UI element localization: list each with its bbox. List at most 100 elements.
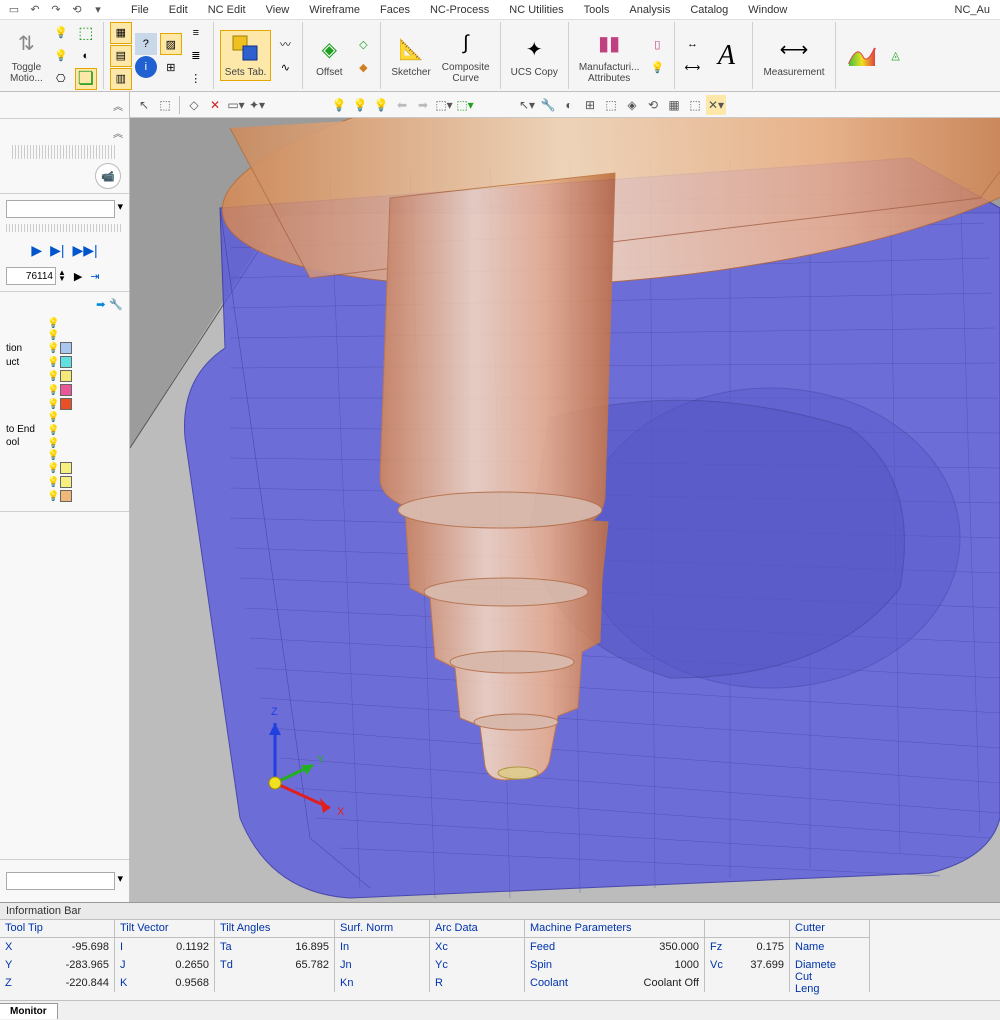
layer-item[interactable]: 💡	[6, 449, 123, 461]
bulb-on-icon[interactable]: 💡	[329, 95, 349, 115]
cube-vp-icon[interactable]: ⬚	[155, 95, 175, 115]
vp-t2-icon[interactable]: ◐	[559, 95, 579, 115]
menu-faces[interactable]: Faces	[371, 2, 419, 18]
dim1-icon[interactable]: ↔	[681, 33, 703, 55]
layer2-icon[interactable]: ≣	[185, 45, 207, 67]
cube-green-icon[interactable]: ❏	[75, 68, 97, 90]
filter4-icon[interactable]: ✦▾	[247, 95, 267, 115]
layer-item[interactable]: to End💡	[6, 423, 123, 436]
viewport-3d[interactable]: ↖ ⬚ ◇ ✕ ▭▾ ✦▾ 💡 💡 💡 ⬅ ➡ ⬚▾ ⬚▾ ↖▾ 🔧 ◐ ⊞ ⬚…	[130, 92, 1000, 902]
shade-icon[interactable]: ▨	[160, 33, 182, 55]
stepper-icon[interactable]: ▲▼	[58, 270, 66, 283]
menu-file[interactable]: File	[122, 2, 158, 18]
color-swatch[interactable]	[60, 370, 72, 382]
panel-collapse-2[interactable]: ︽	[4, 123, 125, 141]
layer1-icon[interactable]: ≡	[185, 22, 207, 44]
cursor-icon[interactable]: ↖	[134, 95, 154, 115]
grid2-icon[interactable]: ▤	[110, 45, 132, 67]
menu-edit[interactable]: Edit	[160, 2, 197, 18]
bulb-icon[interactable]: 💡	[47, 425, 57, 435]
filter3-icon[interactable]: ▭▾	[226, 95, 246, 115]
info-icon[interactable]: i	[135, 56, 157, 78]
menu-view[interactable]: View	[257, 2, 299, 18]
layer3-icon[interactable]: ⋮	[185, 68, 207, 90]
pin-icon[interactable]: ⇥	[90, 270, 99, 283]
layer-item[interactable]: 💡	[6, 369, 123, 383]
counter-input[interactable]	[6, 267, 56, 285]
grid1-icon[interactable]: ▦	[110, 22, 132, 44]
slider-2[interactable]	[6, 224, 123, 232]
step-button[interactable]: ▶|	[50, 242, 64, 259]
menu-nc-edit[interactable]: NC Edit	[199, 2, 255, 18]
composite-button[interactable]: ∫ Composite Curve	[438, 26, 494, 86]
select-icon[interactable]: ↖▾	[517, 95, 537, 115]
play-button[interactable]: ▶	[31, 242, 42, 259]
sets-tab-button[interactable]: Sets Tab.	[220, 30, 272, 81]
qat-redo-icon[interactable]: ↷	[47, 1, 65, 19]
vp-t9-icon[interactable]: ✕▾	[706, 95, 726, 115]
vp-t4-icon[interactable]: ⬚	[601, 95, 621, 115]
layer-item[interactable]: 💡	[6, 461, 123, 475]
mfg-attr-button[interactable]: ▮▮ Manufacturi... Attributes	[575, 26, 644, 86]
layer-item[interactable]: 💡	[6, 383, 123, 397]
arrow-l-icon[interactable]: ⬅	[392, 95, 412, 115]
curve1-icon[interactable]: 〰	[274, 33, 296, 55]
vp-t7-icon[interactable]: ▦	[664, 95, 684, 115]
qat-refresh-icon[interactable]: ⟲	[68, 1, 86, 19]
menu-analysis[interactable]: Analysis	[620, 2, 679, 18]
bulb-icon[interactable]: 💡	[47, 438, 57, 448]
bulb2-icon[interactable]: 💡	[50, 45, 72, 67]
offset-button[interactable]: ◈ Offset	[309, 31, 349, 80]
color-swatch[interactable]	[60, 342, 72, 354]
qat-undo-icon[interactable]: ↶	[26, 1, 44, 19]
color-swatch[interactable]	[60, 462, 72, 474]
bulb-icon[interactable]: 💡	[47, 399, 57, 409]
menu-tools[interactable]: Tools	[575, 2, 619, 18]
surf1-icon[interactable]: ◇	[352, 33, 374, 55]
vp-t5-icon[interactable]: ◈	[622, 95, 642, 115]
vp-t6-icon[interactable]: ⟲	[643, 95, 663, 115]
filter1-icon[interactable]: ◇	[184, 95, 204, 115]
qat-dropdown-icon[interactable]: ▾	[89, 1, 107, 19]
menu-catalog[interactable]: Catalog	[681, 2, 737, 18]
bulb-icon[interactable]: 💡	[47, 330, 57, 340]
wire2-icon[interactable]: ⊞	[160, 56, 182, 78]
surf2-icon[interactable]: ◆	[352, 56, 374, 78]
toggle-motion-button[interactable]: ⇅ Toggle Motio...	[6, 26, 47, 86]
camera-button[interactable]: 📹	[95, 163, 121, 189]
light-icon[interactable]: 💡	[50, 22, 72, 44]
layer-item[interactable]: ool💡	[6, 436, 123, 449]
layer-item[interactable]: tion💡	[6, 341, 123, 355]
arrow-right-icon[interactable]: ➡	[96, 298, 105, 311]
grid3-icon[interactable]: ▥	[110, 68, 132, 90]
cube-icon[interactable]: ⬚	[75, 22, 97, 44]
bulb-off-icon[interactable]: 💡	[350, 95, 370, 115]
skip-button[interactable]: ▶▶|	[73, 242, 98, 259]
pointer-icon[interactable]: ▶	[74, 270, 82, 283]
dim2-icon[interactable]: ⟷	[681, 56, 703, 78]
filter2-icon[interactable]: ✕	[205, 95, 225, 115]
mfg2-icon[interactable]: 💡	[646, 56, 668, 78]
status-tab-monitor[interactable]: Monitor	[0, 1003, 58, 1019]
layer-item[interactable]: 💡	[6, 489, 123, 503]
layer-item[interactable]: 💡	[6, 475, 123, 489]
sketcher-button[interactable]: 📐 Sketcher	[387, 31, 434, 80]
layer-item[interactable]: 💡	[6, 411, 123, 423]
help-icon[interactable]: ?	[135, 33, 157, 55]
iso1-icon[interactable]: ⬚▾	[434, 95, 454, 115]
analyze-button[interactable]	[842, 38, 882, 74]
qat-new-icon[interactable]: ▭	[5, 1, 23, 19]
bulb-icon[interactable]: 💡	[47, 318, 57, 328]
dropdown-1[interactable]	[6, 200, 115, 218]
dropdown-bottom[interactable]	[6, 872, 115, 890]
menu-nc-utilities[interactable]: NC Utilities	[500, 2, 572, 18]
iso2-icon[interactable]: ⬚▾	[455, 95, 475, 115]
tool-icon[interactable]: 🔧	[109, 298, 123, 311]
color-swatch[interactable]	[60, 384, 72, 396]
sphere-icon[interactable]: ◐	[75, 45, 97, 67]
font-button[interactable]: A	[706, 38, 746, 74]
layer-item[interactable]: uct💡	[6, 355, 123, 369]
bulb-icon[interactable]: 💡	[47, 385, 57, 395]
vp-t3-icon[interactable]: ⊞	[580, 95, 600, 115]
bulb-icon[interactable]: 💡	[47, 357, 57, 367]
